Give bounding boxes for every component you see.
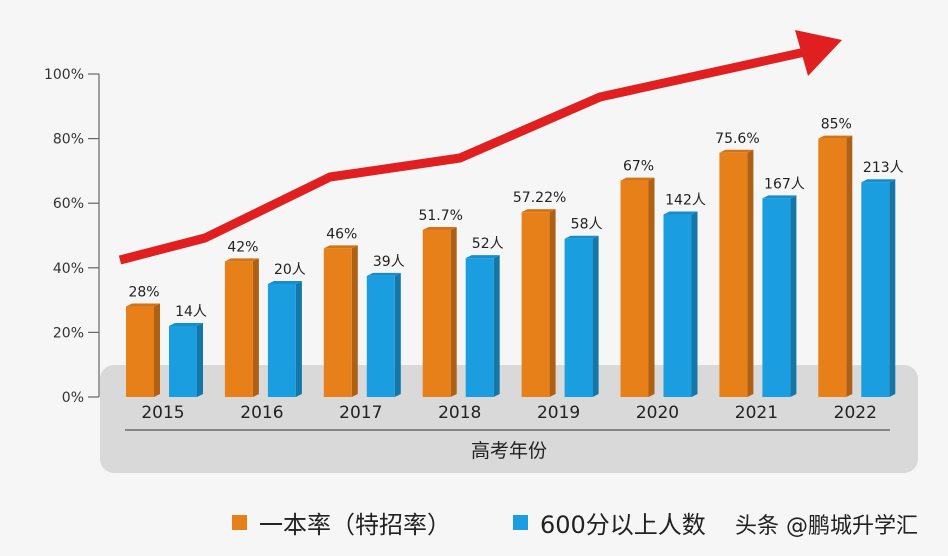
y-tick-label: 60%	[53, 196, 84, 212]
bar-top-rate	[818, 135, 853, 139]
bar-side-rate	[747, 149, 754, 397]
bar-rate	[719, 152, 748, 397]
data-label-count: 39人	[373, 254, 405, 270]
y-tick-label: 100%	[44, 67, 84, 83]
bar-count	[663, 214, 692, 397]
legend-item-count: 600分以上人数	[513, 505, 706, 540]
bar-top-rate	[521, 209, 556, 213]
legend-label: 600分以上人数	[540, 511, 706, 539]
bar-top-rate	[422, 227, 457, 231]
y-tick-label: 0%	[62, 390, 84, 406]
data-label-count: 20人	[274, 262, 306, 278]
bar-side-rate	[450, 227, 457, 397]
bar-rate	[323, 248, 352, 397]
data-label-rate: 28%	[128, 285, 159, 301]
x-tick-label: 2018	[438, 403, 481, 423]
bar-top-count	[564, 235, 599, 239]
data-label-count: 14人	[175, 304, 207, 320]
bar-top-count	[762, 195, 797, 199]
bar-count	[465, 258, 494, 397]
x-axis-title: 高考年份	[471, 440, 547, 462]
data-label-rate: 85%	[821, 117, 852, 133]
bar-top-rate	[719, 149, 754, 153]
legend-swatch-orange	[232, 515, 247, 530]
y-tick-label: 40%	[53, 261, 84, 277]
x-tick-label: 2022	[834, 403, 877, 423]
bar-top-rate	[126, 303, 160, 307]
legend-label: 一本率（特招率）	[259, 511, 451, 539]
trend-arrow-head	[795, 30, 842, 76]
bar-count	[762, 198, 791, 397]
bar-side-count	[889, 179, 896, 397]
bar-rate	[620, 180, 649, 397]
data-label-rate: 75.6%	[715, 131, 759, 147]
data-label-count: 213人	[863, 160, 904, 176]
data-label-count: 52人	[472, 236, 504, 252]
bar-side-count	[295, 280, 302, 397]
bar-side-count	[592, 235, 599, 397]
y-tick-label: 80%	[53, 132, 84, 148]
x-axis-panel	[100, 365, 918, 473]
bar-top-count	[861, 179, 896, 183]
bar-top-count	[267, 280, 302, 284]
bar-top-count	[663, 211, 698, 215]
bar-side-rate	[846, 135, 853, 397]
bar-rate	[422, 230, 451, 397]
bar-side-rate	[252, 258, 259, 397]
data-label-rate: 57.22%	[513, 190, 566, 206]
bar-side-count	[394, 272, 401, 397]
y-tick-label: 20%	[53, 325, 84, 341]
bar-top-rate	[224, 258, 259, 262]
bar-side-rate	[154, 303, 160, 397]
data-label-count: 167人	[764, 176, 805, 192]
bar-top-rate	[620, 177, 655, 181]
bar-rate	[521, 212, 550, 397]
bar-count	[366, 275, 395, 397]
bar-rate	[818, 138, 847, 397]
bar-count	[267, 283, 296, 397]
bar-side-count	[197, 322, 203, 397]
watermark: 头条 @鹏城升学汇	[735, 514, 918, 539]
bar-top-count	[169, 322, 203, 326]
x-tick-label: 2020	[636, 403, 679, 423]
data-label-count: 142人	[665, 193, 706, 209]
data-label-rate: 46%	[326, 226, 357, 242]
x-tick-label: 2021	[735, 403, 778, 423]
bar-count	[861, 182, 890, 397]
data-label-rate: 51.7%	[418, 208, 462, 224]
bar-top-count	[465, 255, 500, 259]
x-tick-label: 2017	[339, 403, 382, 423]
x-tick-label: 2015	[141, 403, 184, 423]
bar-side-count	[790, 195, 797, 397]
data-label-rate: 67%	[623, 159, 654, 175]
bar-side-rate	[549, 209, 556, 397]
bar-rate	[224, 261, 253, 397]
legend-swatch-blue	[513, 515, 528, 530]
bar-top-rate	[323, 245, 358, 249]
data-label-rate: 42%	[227, 239, 258, 255]
bar-top-count	[366, 272, 401, 276]
bar-rate	[126, 306, 154, 397]
x-tick-label: 2019	[537, 403, 580, 423]
trend-arrow-line	[118, 47, 806, 265]
bar-count	[169, 325, 197, 397]
data-label-count: 58人	[571, 217, 603, 233]
bar-count	[564, 238, 593, 397]
bar-side-rate	[351, 245, 358, 397]
bar-side-rate	[648, 177, 655, 397]
legend-item-rate: 一本率（特招率）	[232, 505, 451, 540]
x-tick-label: 2016	[240, 403, 283, 423]
bar-side-count	[691, 211, 698, 397]
bar-side-count	[493, 255, 500, 397]
